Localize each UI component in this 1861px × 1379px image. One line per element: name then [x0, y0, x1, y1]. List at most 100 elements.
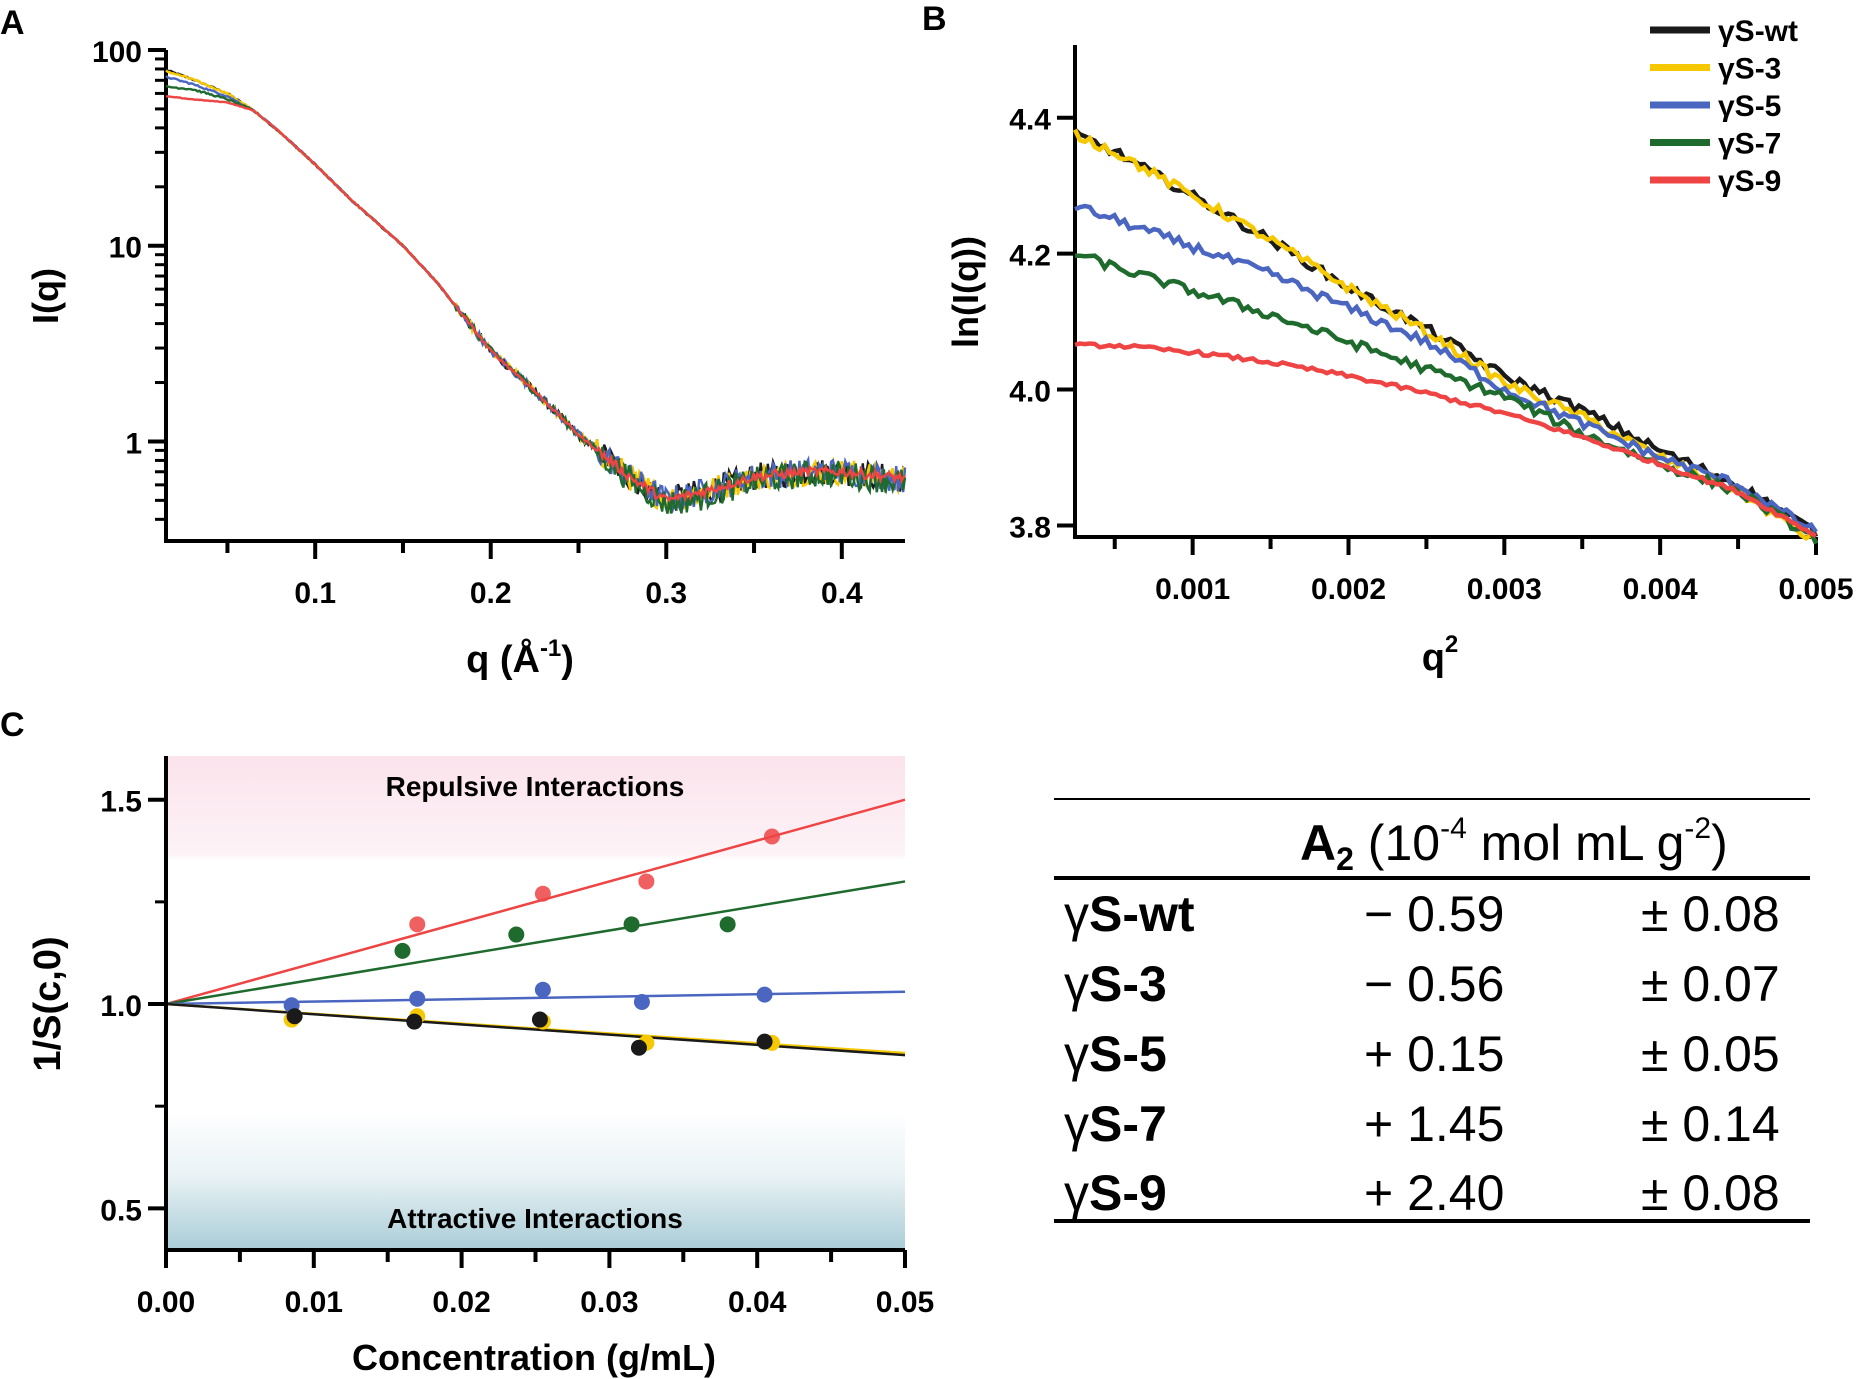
data-point-γS-7: [623, 916, 640, 933]
data-point-γS-wt: [531, 1011, 548, 1028]
x-tick-label: 0.004: [1623, 573, 1698, 606]
y-tick-label: 0.5: [100, 1194, 142, 1227]
series-line-γS-7: [165, 84, 907, 514]
x-tick-label: 0.2: [470, 577, 512, 610]
data-point-γS-7: [508, 926, 525, 943]
series-line-γS-9: [165, 95, 906, 503]
row-error: ± 0.08: [1641, 886, 1780, 942]
row-value: + 1.45: [1364, 1096, 1505, 1152]
data-point-γS-7: [394, 942, 411, 959]
attractive-annotation: Attractive Interactions: [387, 1203, 683, 1234]
a2-table: A2 (10-4 mol mL g-2) γS-wt − 0.59 ± 0.08…: [1054, 798, 1810, 1223]
series-line-γS-5: [165, 75, 907, 514]
legend: γS-wt γS-3 γS-5 γS-7 γS-9: [1650, 15, 1798, 198]
data-point-γS-wt: [286, 1008, 303, 1025]
x-axis-label: Concentration (g/mL): [352, 1337, 716, 1378]
y-tick-label: 1: [125, 427, 142, 460]
legend-label: γS-5: [1718, 90, 1781, 123]
x-tick-label: 0.3: [645, 577, 687, 610]
y-tick-label: 4.2: [1009, 240, 1051, 273]
panel-b-guinier-plot: 0.001 0.002 0.003 0.004 0.005 3.8 4.0 4.2 4.4 γS-…: [945, 15, 1854, 679]
x-tick-label: 0.1: [294, 577, 336, 610]
series-line-γS-wt: [165, 68, 907, 511]
series-line-γS-7: [1074, 253, 1819, 545]
series-line-γS-9: [1074, 341, 1817, 538]
y-axis-label: ln(I(q)): [945, 236, 986, 348]
table-header: A2 (10-4 mol mL g-2): [1300, 812, 1728, 878]
table-header-rule: [1054, 876, 1810, 880]
data-point-γS-9: [638, 873, 655, 890]
x-tick-label: 0.00: [137, 1286, 195, 1319]
data-point-γS-wt: [756, 1033, 773, 1050]
data-point-γS-5: [756, 986, 773, 1003]
y-axis-label: I(q): [25, 268, 66, 324]
row-value: + 2.40: [1364, 1165, 1505, 1221]
row-error: ± 0.14: [1641, 1096, 1780, 1152]
unit-exponent: -2: [1684, 812, 1712, 845]
row-name: γS-3: [1064, 956, 1167, 1012]
x-tick-label: 0.005: [1778, 573, 1853, 606]
repulsive-annotation: Repulsive Interactions: [386, 771, 685, 802]
row-error: ± 0.08: [1641, 1165, 1780, 1221]
legend-label: γS-wt: [1718, 15, 1798, 48]
legend-label: γS-7: [1718, 128, 1781, 161]
unit-part: (10: [1353, 815, 1441, 871]
table-row: γS-3 − 0.56 ± 0.07: [1054, 955, 1810, 1025]
series-line-γS-3: [165, 69, 907, 515]
x-tick-label: 0.01: [285, 1286, 343, 1319]
panel-label-b: B: [922, 0, 947, 38]
table-bottom-rule: [1054, 1219, 1810, 1223]
data-point-γS-5: [534, 981, 551, 998]
x-tick-label: 0.4: [821, 577, 863, 610]
data-point-γS-wt: [630, 1039, 647, 1056]
table-row: γS-wt − 0.59 ± 0.08: [1054, 885, 1810, 955]
row-error: ± 0.05: [1641, 1026, 1780, 1082]
y-tick-label: 100: [92, 36, 142, 69]
table-top-rule: [1054, 798, 1810, 800]
y-tick-label: 10: [109, 232, 142, 265]
data-point-γS-9: [409, 916, 426, 933]
x-axis-label: q (Å-1): [466, 635, 574, 681]
x-tick-label: 0.002: [1311, 573, 1386, 606]
row-error: ± 0.07: [1641, 956, 1780, 1012]
fit-line-γS-7: [165, 880, 906, 1006]
panel-c-structure-factor-plot: Repulsive Interactions Attractive Interac…: [27, 756, 934, 1378]
data-point-γS-7: [719, 916, 736, 933]
data-point-γS-5: [633, 993, 650, 1010]
table-row: γS-9 + 2.40 ± 0.08: [1054, 1164, 1810, 1234]
x-tick-label: 0.03: [580, 1286, 638, 1319]
unit-exponent: -4: [1440, 812, 1467, 845]
y-axis-label: 1/S(c,0): [27, 936, 69, 1071]
row-value: − 0.56: [1364, 956, 1505, 1012]
y-tick-label: 1.5: [100, 786, 142, 819]
x-axis-label: q2: [1422, 631, 1459, 679]
a2-symbol: A: [1300, 815, 1337, 871]
panel-label-a: A: [0, 4, 25, 42]
data-point-γS-wt: [406, 1013, 423, 1030]
row-value: − 0.59: [1364, 886, 1505, 942]
row-name: γS-7: [1064, 1096, 1167, 1152]
x-tick-label: 0.02: [432, 1286, 490, 1319]
row-value: + 0.15: [1364, 1026, 1505, 1082]
row-name: γS-9: [1064, 1165, 1167, 1221]
unit-part: ): [1711, 815, 1728, 871]
x-tick-label: 0.001: [1155, 573, 1230, 606]
x-tick-label: 0.04: [728, 1286, 787, 1319]
y-tick-label: 1.0: [100, 990, 142, 1023]
x-tick-label: 0.003: [1467, 573, 1542, 606]
unit-part: mol mL g: [1466, 815, 1685, 871]
y-tick-label: 4.0: [1009, 376, 1051, 409]
table-row: γS-5 + 0.15 ± 0.05: [1054, 1025, 1810, 1095]
legend-label: γS-3: [1718, 53, 1781, 86]
panel-a-saxs-curves: 0.1 0.2 0.3 0.4 1 10 100 I(q) q (Å-1): [25, 36, 907, 681]
fit-line-γS-9: [165, 798, 906, 1006]
row-name: γS-5: [1064, 1026, 1167, 1082]
data-point-γS-9: [534, 885, 551, 902]
x-tick-label: 0.05: [876, 1286, 934, 1319]
y-tick-label: 4.4: [1009, 104, 1051, 137]
data-point-γS-5: [409, 990, 426, 1007]
a2-subscript: 2: [1336, 841, 1354, 877]
series-line-γS-5: [1074, 203, 1818, 534]
legend-label: γS-9: [1718, 165, 1781, 198]
